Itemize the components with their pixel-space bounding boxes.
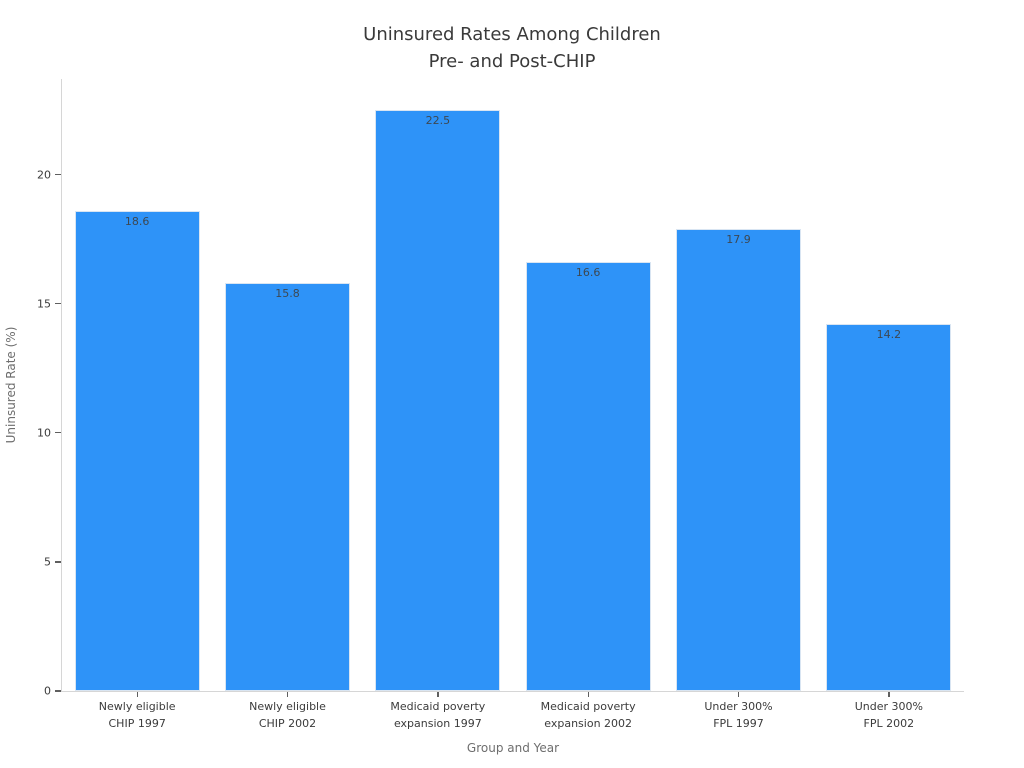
bar-value-label: 18.6 <box>124 214 150 228</box>
x-tick-mark <box>286 692 289 697</box>
x-tick-label: Under 300% FPL 2002 <box>854 700 923 730</box>
bar <box>375 109 501 691</box>
x-tick-label: Newly eligible CHIP 1997 <box>98 700 176 730</box>
x-tick-mark <box>888 692 890 697</box>
x-tick-label: Medicaid poverty expansion 2002 <box>540 700 636 730</box>
bar-value-label: 16.6 <box>575 266 601 280</box>
chart-title-line-2: Pre- and Post-CHIP <box>428 51 596 72</box>
y-tick-mark <box>55 432 61 434</box>
y-tick-label: 10 <box>37 426 51 440</box>
x-tick-mark <box>587 692 589 697</box>
x-tick-mark <box>437 692 439 697</box>
bar <box>74 210 200 691</box>
bar-value-label: 17.9 <box>726 232 751 246</box>
chart-title-line-1: Uninsured Rates Among Children <box>363 24 661 45</box>
x-axis-spine <box>61 691 964 692</box>
y-tick-mark <box>55 690 61 692</box>
y-tick-label: 5 <box>44 555 51 569</box>
chart-title: Uninsured Rates Among Children Pre- and … <box>0 21 1024 75</box>
bar <box>676 228 801 691</box>
x-tick-label: Under 300% FPL 1997 <box>704 700 773 730</box>
bar-value-label: 15.8 <box>275 287 300 300</box>
y-tick-label: 20 <box>37 168 51 182</box>
y-axis-spine <box>61 79 62 692</box>
bar <box>826 324 952 691</box>
y-tick-mark <box>55 561 61 563</box>
y-tick-label: 15 <box>37 297 51 311</box>
bar <box>525 262 651 691</box>
x-tick-mark <box>737 692 740 697</box>
bar-value-label: 22.5 <box>425 113 451 127</box>
y-tick-mark <box>55 173 61 176</box>
bar <box>225 283 350 691</box>
y-tick-label: 0 <box>44 684 51 698</box>
x-tick-mark <box>136 692 138 697</box>
x-tick-label: Medicaid poverty expansion 1997 <box>390 700 486 730</box>
x-axis-title: Group and Year <box>466 741 560 755</box>
y-tick-mark <box>55 303 61 305</box>
bar-value-label: 14.2 <box>876 328 902 342</box>
x-tick-label: Newly eligible CHIP 2002 <box>249 700 326 730</box>
